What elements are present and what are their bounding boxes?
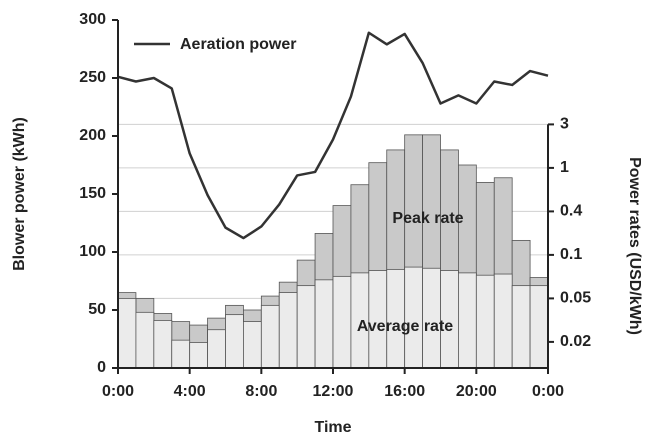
y-tick-label: 300 — [79, 11, 106, 28]
rate-step — [135, 311, 155, 369]
rate-step — [207, 329, 226, 369]
legend-label: Aeration power — [180, 36, 296, 53]
rate-step — [171, 339, 191, 369]
annotation: Peak rate — [392, 210, 463, 227]
y-tick-label: 0 — [97, 359, 106, 376]
rate-step — [314, 279, 334, 369]
rate-step — [529, 285, 549, 369]
x-tick-label: 12:00 — [313, 383, 354, 400]
rate-step — [278, 292, 298, 369]
rate-step — [475, 274, 495, 369]
y2-tick-label: 1 — [560, 159, 569, 176]
rate-step — [296, 285, 316, 369]
rate-step — [511, 285, 531, 369]
y2-axis-label: Power rates (USD/kWh) — [626, 157, 643, 335]
y2-tick-label: 3 — [560, 116, 569, 133]
rate-step — [260, 304, 280, 369]
x-axis-label: Time — [314, 419, 351, 436]
rate-step — [153, 320, 173, 369]
x-tick-label: 8:00 — [245, 383, 277, 400]
y2-tick-label: 0.4 — [560, 203, 582, 220]
rate-step — [458, 272, 477, 369]
x-tick-label: 0:00 — [532, 383, 564, 400]
rate-step — [117, 297, 137, 369]
y-tick-label: 100 — [79, 243, 106, 260]
x-tick-label: 0:00 — [102, 383, 134, 400]
y2-tick-label: 0.05 — [560, 290, 591, 307]
rate-step — [189, 342, 208, 369]
x-tick-label: 16:00 — [384, 383, 425, 400]
y-tick-label: 150 — [79, 185, 106, 202]
y-tick-label: 50 — [88, 301, 106, 318]
y-tick-label: 200 — [79, 127, 106, 144]
rate-step — [225, 314, 244, 369]
y2-tick-label: 0.02 — [560, 333, 591, 350]
rate-step — [243, 321, 262, 369]
y2-tick-label: 0.1 — [560, 246, 582, 263]
x-tick-label: 20:00 — [456, 383, 497, 400]
annotation: Average rate — [357, 318, 453, 335]
y-axis-label: Blower power (kWh) — [11, 117, 28, 271]
x-tick-label: 4:00 — [174, 383, 206, 400]
series-line — [117, 31, 549, 240]
y-tick-label: 250 — [79, 69, 106, 86]
rate-step — [332, 275, 352, 369]
rate-step — [493, 273, 513, 369]
